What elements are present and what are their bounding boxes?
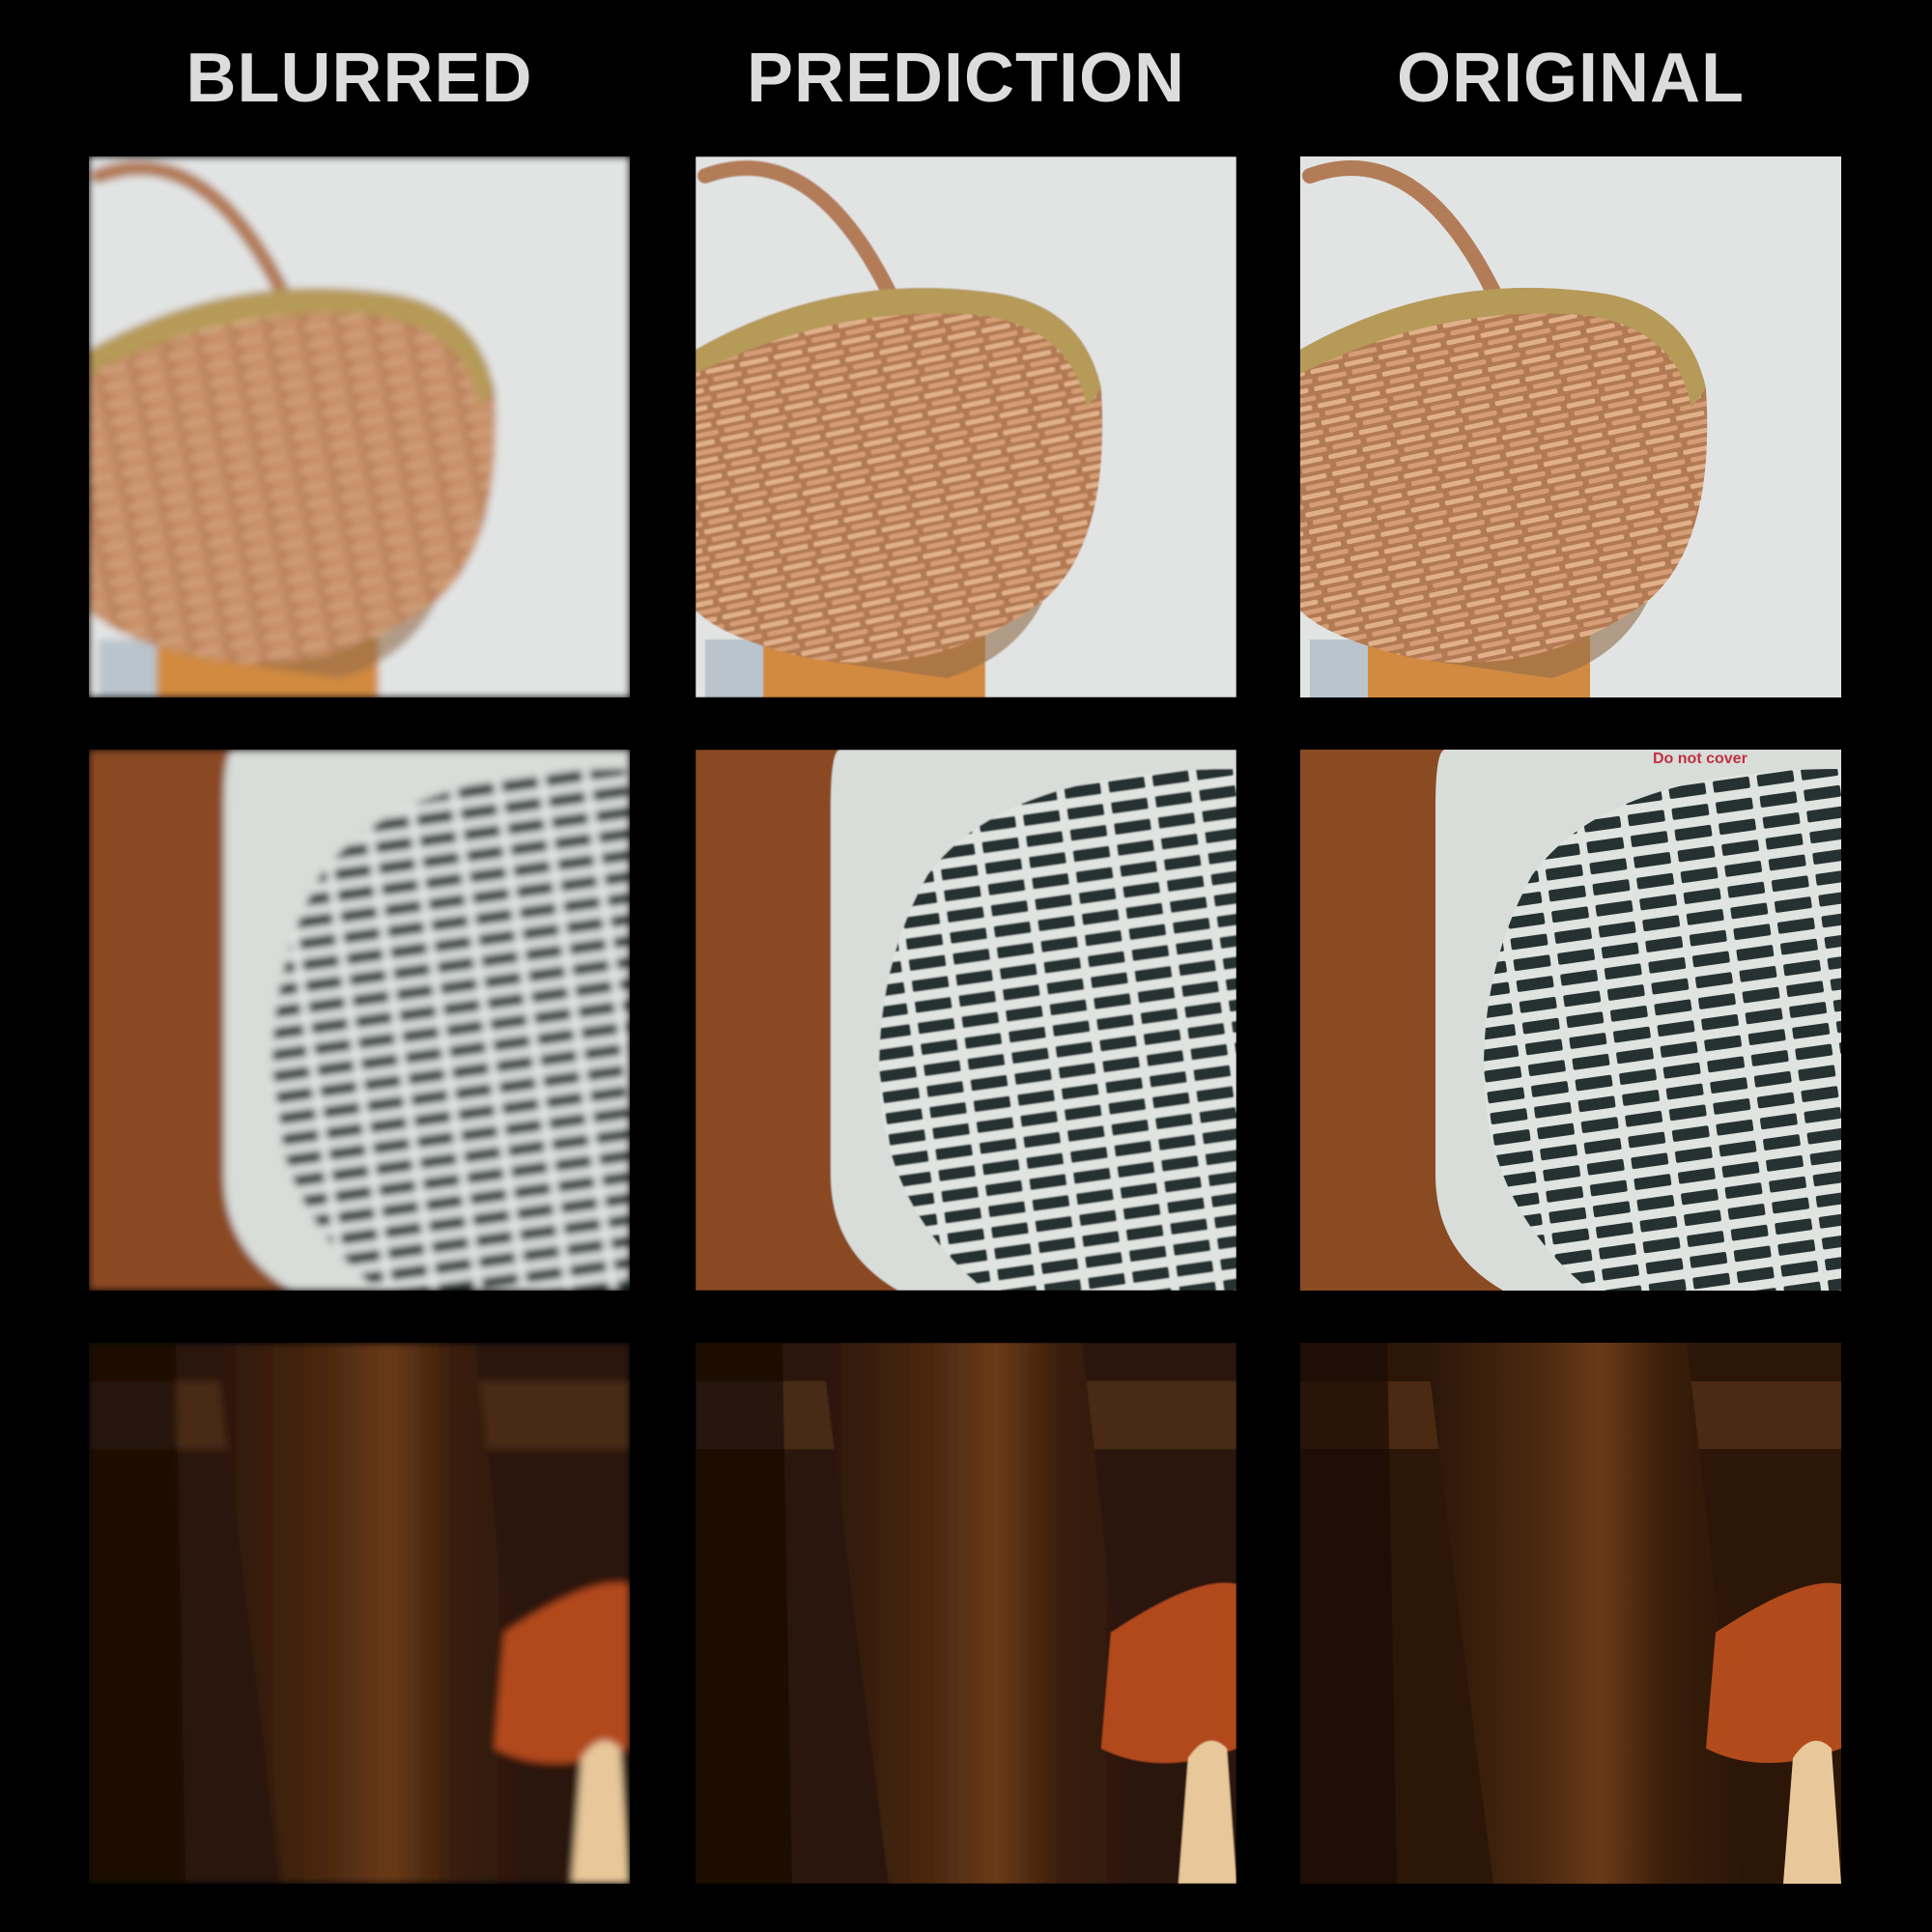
- wicker-basket-original-drawing: [1300, 156, 1841, 697]
- fabric-prediction-image: [696, 1343, 1236, 1884]
- fan-heater-prediction-image: [696, 750, 1236, 1291]
- fan-heater-prediction-drawing: [696, 750, 1236, 1291]
- fan-heater-original-image: Do not cover: [1300, 750, 1841, 1291]
- wicker-basket-prediction-drawing: [696, 156, 1236, 697]
- fabric-original-drawing: [1300, 1343, 1841, 1884]
- column-title-original: ORIGINAL: [1397, 40, 1745, 117]
- fan-heater-blurred-drawing: [89, 750, 630, 1291]
- column-title-blurred: BLURRED: [185, 40, 533, 117]
- fan-heater-original-drawing: Do not cover: [1300, 750, 1841, 1291]
- fabric-blurred-drawing: [89, 1343, 630, 1884]
- fan-heater-blurred-image: [89, 750, 630, 1291]
- wicker-basket-blurred-drawing: [89, 156, 630, 697]
- column-title-prediction: PREDICTION: [746, 40, 1186, 117]
- fabric-blurred-image: [89, 1343, 630, 1884]
- wicker-basket-blurred-image: [89, 156, 630, 697]
- wicker-basket-original-image: [1300, 156, 1841, 697]
- fabric-original-image: [1300, 1343, 1841, 1884]
- heater-label-text: Do not cover: [1653, 751, 1747, 767]
- wicker-basket-prediction-image: [696, 156, 1236, 697]
- fabric-prediction-drawing: [696, 1343, 1236, 1884]
